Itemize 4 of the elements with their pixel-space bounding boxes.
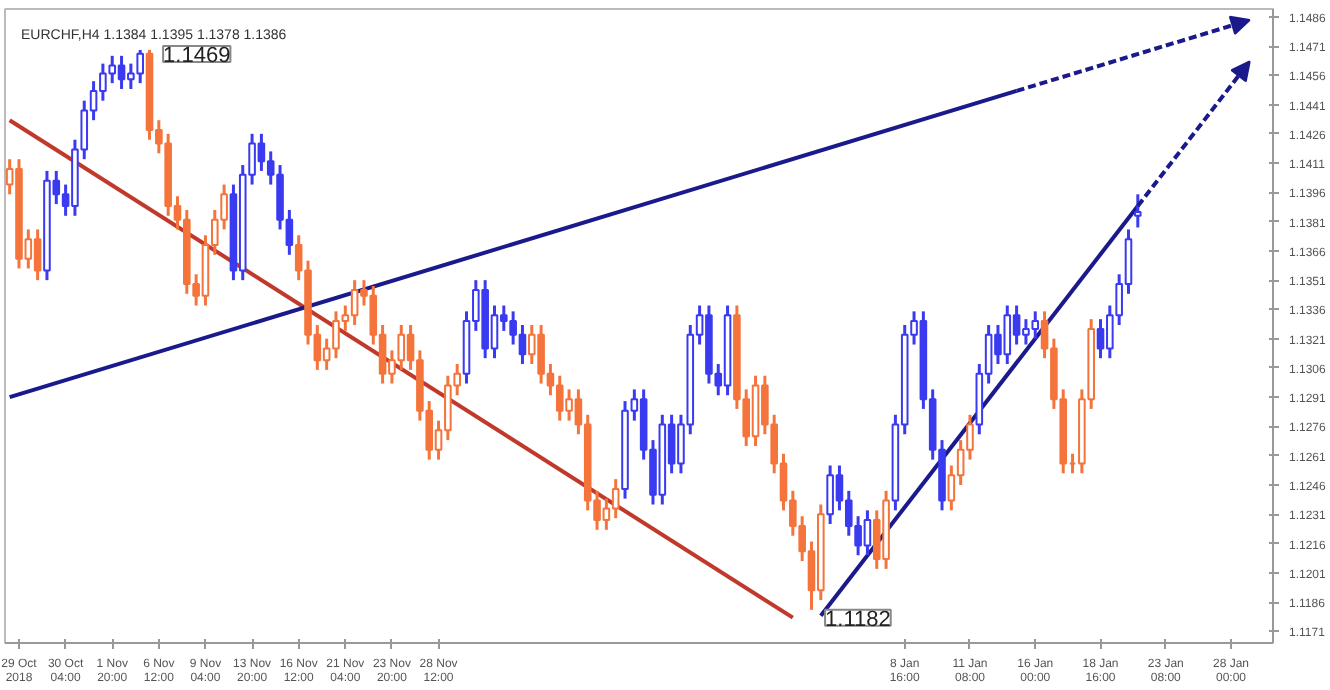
candlestick bbox=[33, 227, 42, 282]
candlestick bbox=[1134, 192, 1142, 229]
annotation: 1.1182 bbox=[825, 607, 891, 632]
annotation: 1.1469 bbox=[163, 43, 231, 68]
